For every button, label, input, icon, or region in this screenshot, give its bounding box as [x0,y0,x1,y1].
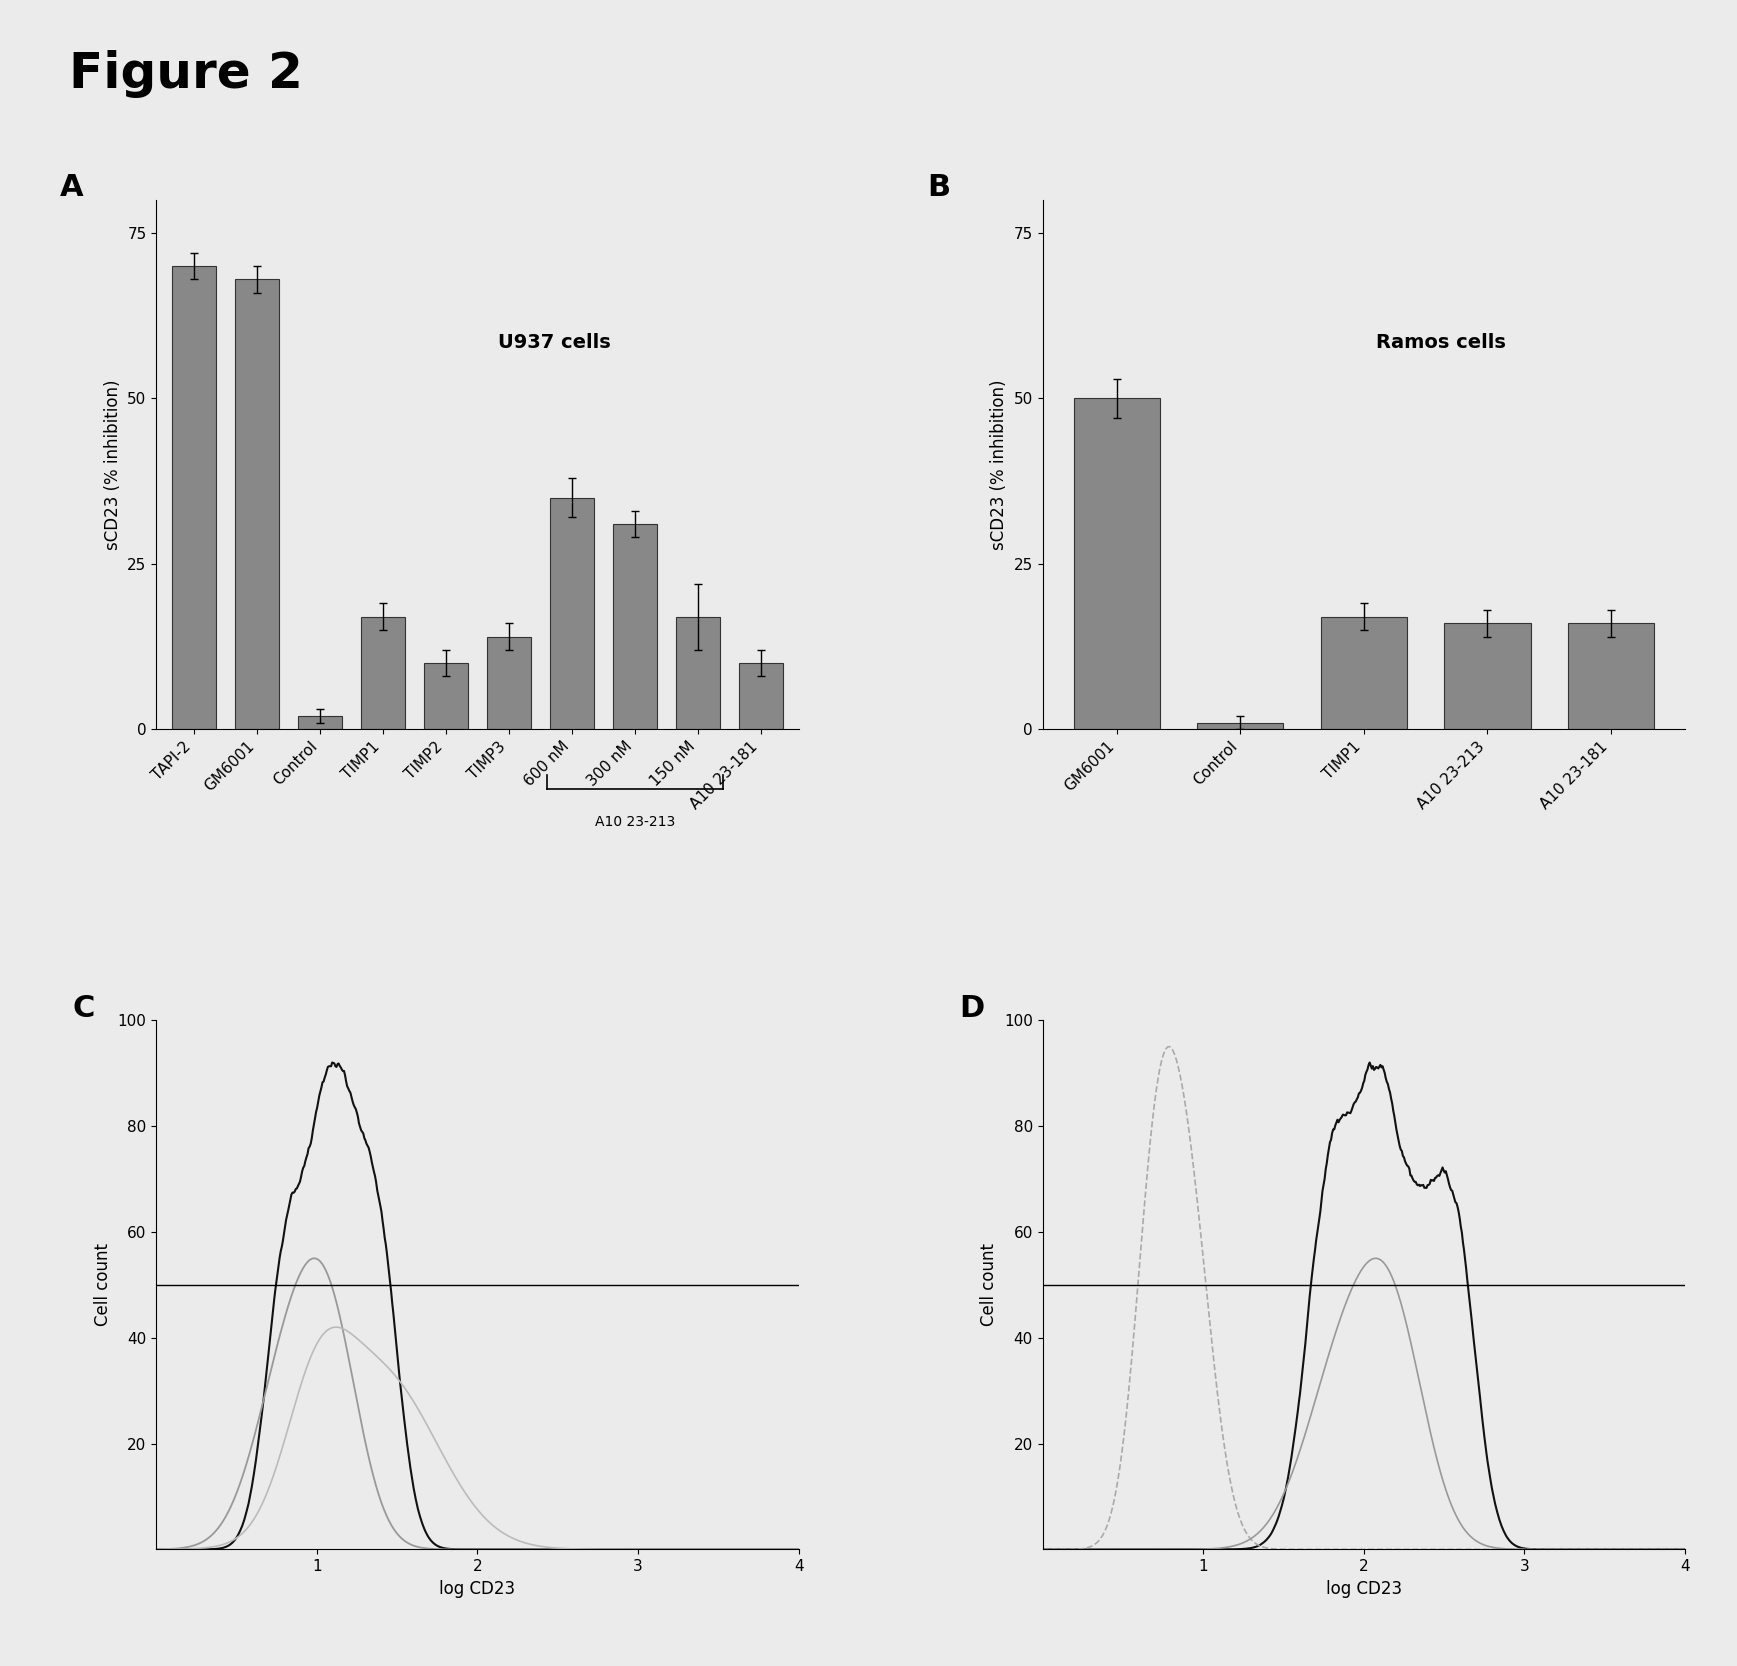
Y-axis label: sCD23 (% inhibition): sCD23 (% inhibition) [990,380,1007,550]
Bar [361,616,405,730]
Bar [1320,616,1407,730]
Y-axis label: sCD23 (% inhibition): sCD23 (% inhibition) [104,380,122,550]
Bar [486,636,532,730]
Bar [738,663,783,730]
Text: D: D [959,993,985,1023]
X-axis label: log CD23: log CD23 [439,1579,516,1598]
Bar [1567,623,1654,730]
Bar [613,525,657,730]
Bar [299,716,342,730]
Bar [234,280,280,730]
Text: U937 cells: U937 cells [499,333,611,352]
Bar [551,498,594,730]
Text: C: C [73,993,96,1023]
Bar [1197,723,1284,730]
Text: Figure 2: Figure 2 [69,50,304,98]
Bar [1443,623,1530,730]
X-axis label: log CD23: log CD23 [1325,1579,1402,1598]
Text: Ramos cells: Ramos cells [1376,333,1506,352]
Bar [676,616,719,730]
Y-axis label: Cell count: Cell count [980,1243,999,1326]
Y-axis label: Cell count: Cell count [94,1243,113,1326]
Bar [172,267,215,730]
Text: B: B [928,173,950,203]
Text: A10 23-213: A10 23-213 [594,815,676,830]
Text: A: A [61,173,83,203]
Bar [424,663,467,730]
Bar [1073,398,1160,730]
